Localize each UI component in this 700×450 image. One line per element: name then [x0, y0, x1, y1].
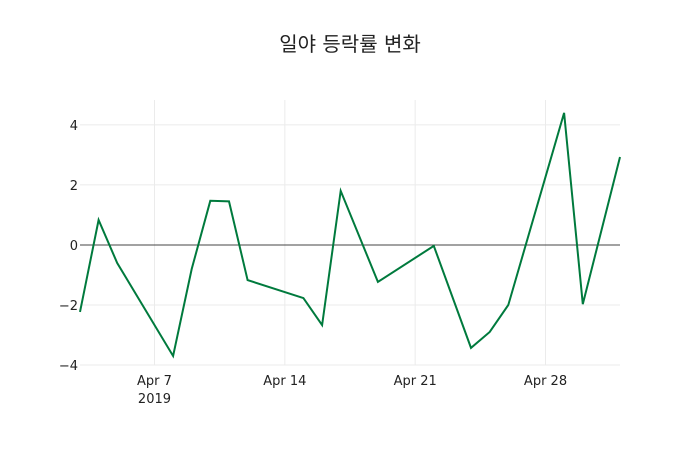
grid-lines — [80, 100, 620, 366]
x-tick-label: Apr 28 — [524, 374, 567, 389]
y-axis-ticks: 4 2 0 −2 −4 — [59, 119, 78, 374]
y-tick-label: −2 — [59, 299, 78, 314]
x-tick-label: Apr 14 — [263, 374, 306, 389]
x-tick-sublabel: 2019 — [138, 392, 171, 407]
y-tick-label: −4 — [59, 359, 78, 374]
y-tick-label: 0 — [70, 239, 78, 254]
x-axis-ticks: Apr 7 2019 Apr 14 Apr 21 Apr 28 — [137, 374, 567, 407]
series-line[interactable] — [79, 112, 621, 359]
y-tick-label: 4 — [70, 119, 78, 134]
x-tick-label: Apr 7 — [137, 374, 172, 389]
chart-title: 일야 등락률 변화 — [279, 32, 421, 56]
data-series — [79, 112, 621, 359]
x-tick-label: Apr 21 — [394, 374, 437, 389]
y-tick-label: 2 — [70, 179, 78, 194]
